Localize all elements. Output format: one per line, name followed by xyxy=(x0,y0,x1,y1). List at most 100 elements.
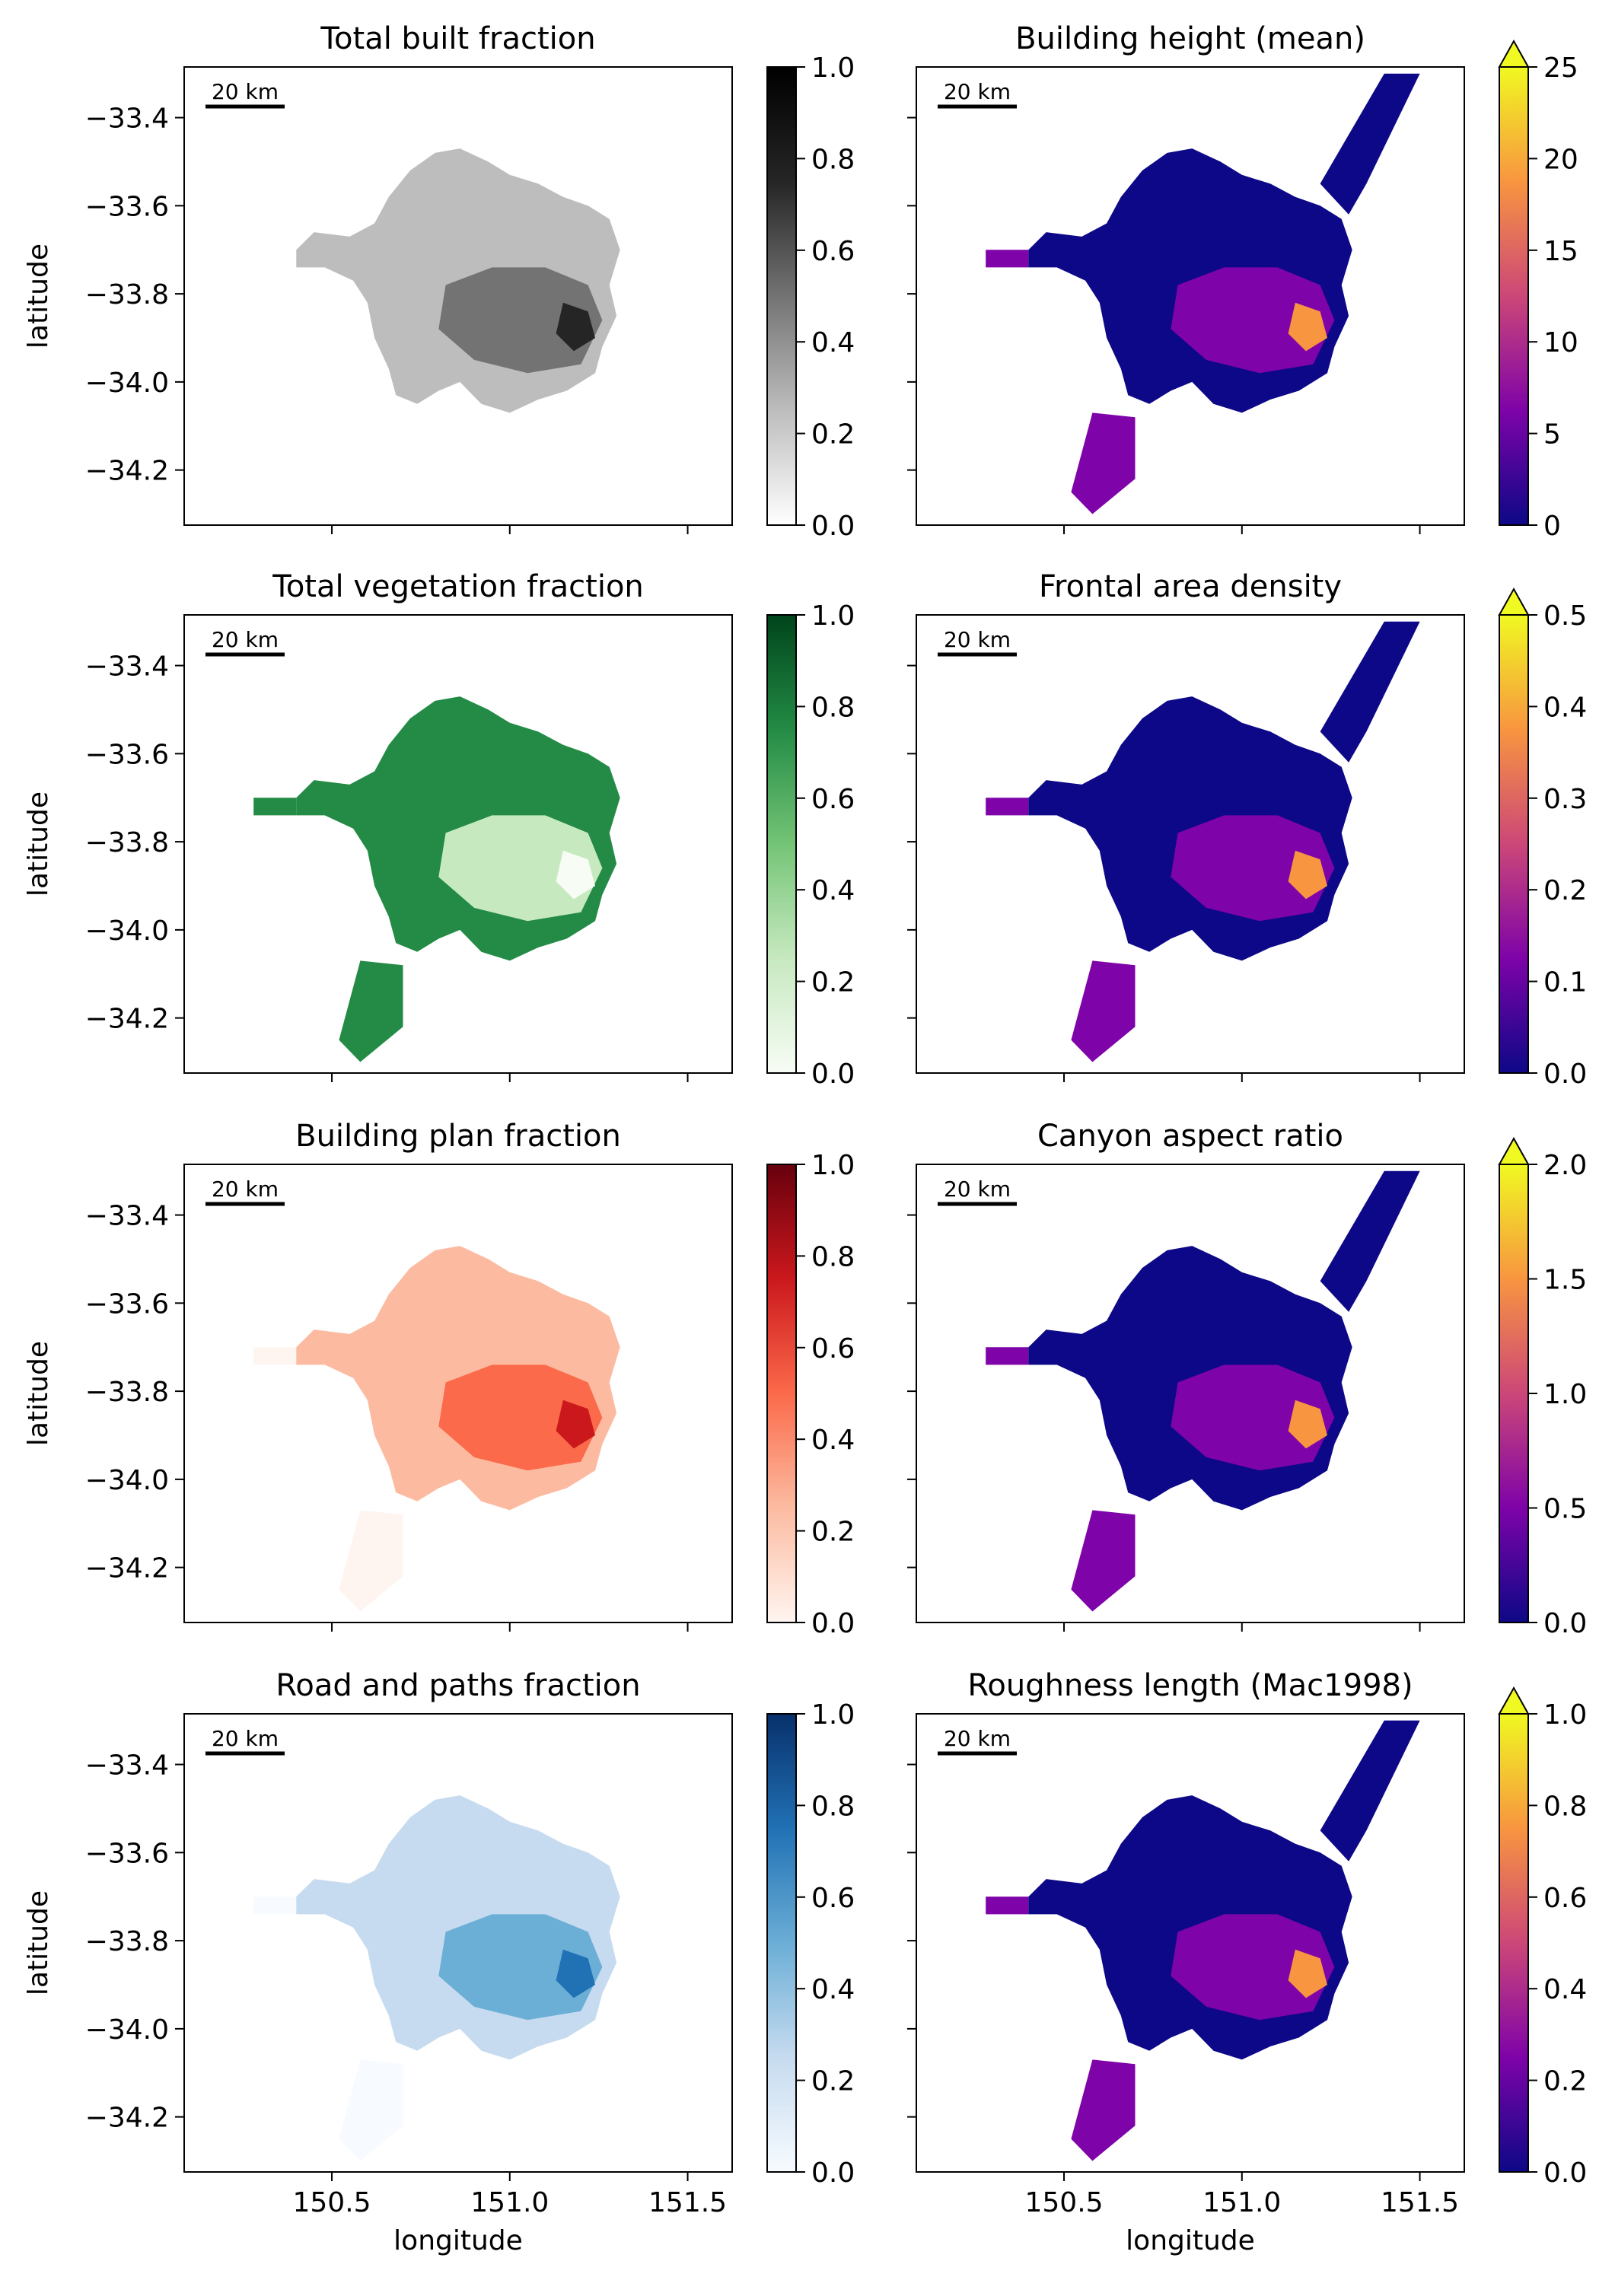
urban-south-region xyxy=(339,960,403,1062)
y-tick-label: −33.6 xyxy=(85,739,169,770)
x-tick-label: 151.0 xyxy=(1202,2187,1281,2218)
axes-frame xyxy=(916,614,1465,1074)
map-raster xyxy=(253,1246,620,1612)
colorbar-tick-label: 0.2 xyxy=(1543,875,1587,906)
colorbar-tick-label: 10 xyxy=(1543,327,1578,358)
colorbar-tick-label: 0.6 xyxy=(811,236,855,267)
urban-core-region xyxy=(1171,1365,1335,1471)
map-panel: Roughness length (Mac1998) 20 km 150.5 151.… xyxy=(907,1668,1587,2256)
city-centre-region xyxy=(556,302,595,352)
urban-south-region xyxy=(1071,1510,1136,1612)
colorbar: 0.0 0.2 0.4 0.6 0.8 1.0 xyxy=(766,1699,855,2189)
colorbar-frame xyxy=(766,66,797,526)
urban-west-region xyxy=(253,250,297,268)
y-tick-label: −34.2 xyxy=(85,2103,169,2134)
y-axis-label: latitude xyxy=(23,791,54,896)
city-centre-region xyxy=(1288,850,1327,900)
urban-west-region xyxy=(986,1347,1029,1365)
y-tick-label: −34.2 xyxy=(85,1553,169,1584)
y-tick-label: −33.8 xyxy=(85,827,169,858)
colorbar-tick-label: 25 xyxy=(1543,53,1578,84)
axes-frame xyxy=(183,614,733,1074)
colorbar: 0.0 0.5 1.0 1.5 2.0 xyxy=(1498,1136,1587,1639)
map-panel: Canyon aspect ratio 20 km 0.0 0.5 1.0 1.5 2.0 xyxy=(907,1119,1587,1639)
urban-south-region xyxy=(1071,412,1136,514)
urban-west-region xyxy=(253,798,297,816)
y-tick-label: −33.6 xyxy=(85,191,169,222)
axes-frame xyxy=(916,1713,1465,2173)
map-panel: Frontal area density 20 km 0.0 0.1 0.2 0.3 0.4… xyxy=(907,569,1587,1090)
colorbar-tick-label: 0.4 xyxy=(1543,692,1587,723)
panel-title: Total vegetation fraction xyxy=(272,569,644,604)
colorbar-frame xyxy=(766,1164,797,1623)
colorbar-tick-label: 0.2 xyxy=(811,2066,855,2097)
urban-south-region xyxy=(339,2059,403,2161)
panel-title: Road and paths fraction xyxy=(276,1668,640,1703)
panel-title: Frontal area density xyxy=(1039,569,1342,604)
y-tick-label: −34.2 xyxy=(85,456,169,487)
map-panel: Building height (mean)20 km 0 5 10 15 20 25 xyxy=(907,21,1578,542)
panel-title: Total built fraction xyxy=(320,21,595,56)
urban-core-region xyxy=(1171,815,1335,922)
y-tick-label: −34.0 xyxy=(85,916,169,947)
scale-bar-label: 20 km xyxy=(944,1726,1011,1751)
axes-frame xyxy=(183,1164,733,1623)
urban-core-region xyxy=(438,815,603,922)
map-raster xyxy=(253,148,620,514)
x-tick-label: 151.0 xyxy=(470,2187,549,2218)
map-panel: Building plan fraction 20 km −33.4 −33.6 −33… xyxy=(23,1119,855,1639)
colorbar-tick-label: 5 xyxy=(1543,419,1561,451)
x-tick-label: 151.5 xyxy=(1381,2187,1459,2218)
colorbar-tick-label: 0.6 xyxy=(811,1883,855,1914)
map-panel: Road and paths fraction 20 km −33.4 −33.6 −3… xyxy=(23,1668,855,2256)
colorbar-tick-label: 1.0 xyxy=(1543,1699,1587,1731)
colorbar-tick-label: 0.2 xyxy=(811,1517,855,1548)
city-centre-region xyxy=(1288,302,1327,352)
colorbar-tick-label: 0.0 xyxy=(1543,2157,1587,2189)
urban-core-region xyxy=(438,1365,603,1471)
colorbar-frame xyxy=(766,614,797,1074)
map-panel: Total built fraction 20 km −33.4 −33.6 −33.8… xyxy=(23,21,855,542)
x-tick-label: 151.5 xyxy=(648,2187,727,2218)
y-tick-label: −34.0 xyxy=(85,2014,169,2046)
map-raster xyxy=(986,73,1420,514)
colorbar-tick-label: 15 xyxy=(1543,236,1578,267)
colorbar-tick-label: 0.0 xyxy=(1543,1608,1587,1639)
map-raster xyxy=(253,696,620,1062)
colorbar-tick-label: 2.0 xyxy=(1543,1150,1587,1181)
colorbar-tick-label: 0.4 xyxy=(811,1425,855,1456)
map-raster xyxy=(986,1170,1420,1612)
colorbar-tick-label: 0.0 xyxy=(1543,1059,1587,1090)
map-panel: Total vegetation fraction 20 km −33.4 −33.6… xyxy=(23,569,855,1090)
colorbar-tick-label: 0.8 xyxy=(811,1241,855,1272)
colorbar-tick-label: 0.2 xyxy=(811,967,855,998)
colorbar-tick-label: 0.2 xyxy=(811,419,855,451)
urban-north-region xyxy=(1320,1170,1420,1312)
urban-west-region xyxy=(253,1347,297,1365)
colorbar-tick-label: 0.3 xyxy=(1543,784,1587,815)
colorbar-tick-label: 0.4 xyxy=(811,327,855,358)
colorbar-tick-label: 0.5 xyxy=(1543,1494,1587,1525)
colorbar-tick-label: 1.5 xyxy=(1543,1265,1587,1296)
urban-west-region xyxy=(986,250,1029,268)
colorbar: 0.0 0.2 0.4 0.6 0.8 1.0 xyxy=(766,600,855,1090)
colorbar-gradient xyxy=(1499,67,1528,525)
scale-bar-label: 20 km xyxy=(212,79,279,104)
colorbar-tick-label: 1.0 xyxy=(811,1699,855,1731)
map-raster xyxy=(986,1720,1420,2161)
scale-bar-label: 20 km xyxy=(944,627,1011,652)
y-tick-label: −33.8 xyxy=(85,1926,169,1957)
y-tick-label: −33.8 xyxy=(85,279,169,310)
y-tick-label: −33.4 xyxy=(85,103,169,135)
colorbar: 0.0 0.1 0.2 0.3 0.4 0.5 xyxy=(1498,587,1587,1090)
panels: Total built fraction 20 km −33.4 −33.6 −33.8… xyxy=(23,21,1587,2256)
colorbar-tick-label: 0.8 xyxy=(811,144,855,175)
colorbar-tick-label: 0.2 xyxy=(1543,2066,1587,2097)
colorbar: 0.0 0.2 0.4 0.6 0.8 1.0 xyxy=(766,53,855,542)
city-centre-region xyxy=(556,1400,595,1449)
x-tick-label: 150.5 xyxy=(1024,2187,1103,2218)
colorbar-tick-label: 0.1 xyxy=(1543,967,1587,998)
y-axis-label: latitude xyxy=(23,244,54,349)
colorbar-tick-label: 1.0 xyxy=(811,600,855,632)
